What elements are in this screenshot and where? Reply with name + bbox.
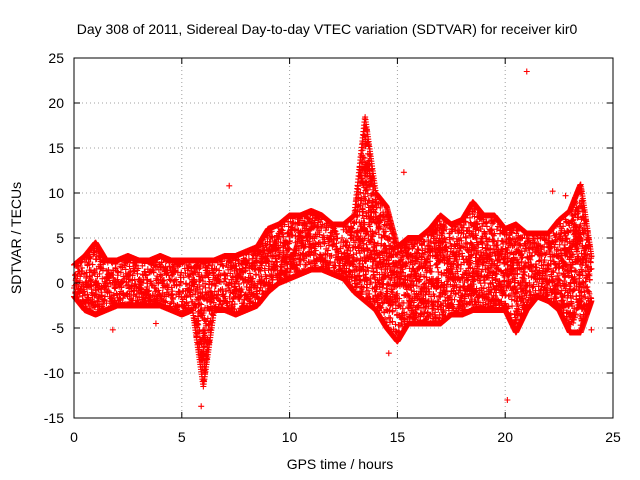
data-points — [71, 68, 595, 410]
data-point — [103, 300, 110, 307]
data-point — [177, 279, 184, 286]
data-point — [126, 263, 133, 270]
data-point — [77, 286, 84, 293]
data-point — [111, 285, 118, 292]
data-point — [84, 291, 91, 298]
data-point — [106, 277, 113, 284]
data-point — [147, 278, 154, 285]
data-point — [166, 276, 173, 283]
data-point — [170, 296, 177, 303]
data-point — [73, 278, 80, 285]
data-point — [118, 284, 125, 291]
data-point — [149, 292, 156, 299]
data-point — [164, 281, 171, 288]
data-point — [302, 261, 309, 268]
grid-layer — [74, 58, 613, 418]
data-point — [95, 280, 102, 287]
data-point — [109, 271, 116, 278]
data-point — [183, 280, 190, 287]
data-point — [176, 289, 183, 296]
data-point — [149, 266, 156, 273]
data-point — [146, 287, 153, 294]
data-point — [150, 269, 157, 276]
data-point — [101, 297, 108, 304]
data-point — [143, 277, 150, 284]
data-point — [131, 287, 138, 294]
data-point — [173, 281, 180, 288]
data-point — [89, 298, 96, 305]
data-point — [120, 278, 127, 285]
data-point — [100, 298, 107, 305]
data-point — [87, 255, 94, 262]
data-point — [92, 269, 99, 276]
data-point — [193, 278, 200, 285]
data-point — [112, 284, 119, 291]
data-point — [187, 287, 194, 294]
data-point — [145, 288, 152, 295]
data-point — [161, 277, 168, 284]
data-point — [143, 272, 150, 279]
data-point — [133, 291, 140, 298]
data-point — [96, 270, 103, 277]
data-point — [81, 288, 88, 295]
data-point — [122, 266, 129, 273]
data-point — [191, 268, 198, 275]
data-point — [363, 284, 370, 291]
data-point — [117, 269, 124, 276]
data-point — [171, 277, 178, 284]
data-point — [129, 272, 136, 279]
data-point — [89, 261, 96, 268]
data-point — [135, 265, 142, 272]
data-point — [154, 273, 161, 280]
data-point — [173, 276, 180, 283]
chart-title: Day 308 of 2011, Sidereal Day-to-day VTE… — [77, 21, 578, 37]
data-point — [106, 289, 113, 296]
data-point — [105, 288, 112, 295]
data-point — [339, 234, 346, 241]
data-point — [142, 294, 149, 301]
data-point — [180, 274, 187, 281]
data-point — [80, 282, 87, 289]
data-point — [88, 289, 95, 296]
data-point — [162, 264, 169, 271]
data-point — [86, 260, 93, 267]
data-point — [169, 288, 176, 295]
data-point — [178, 269, 185, 276]
data-point — [134, 270, 141, 277]
data-point — [132, 263, 139, 270]
